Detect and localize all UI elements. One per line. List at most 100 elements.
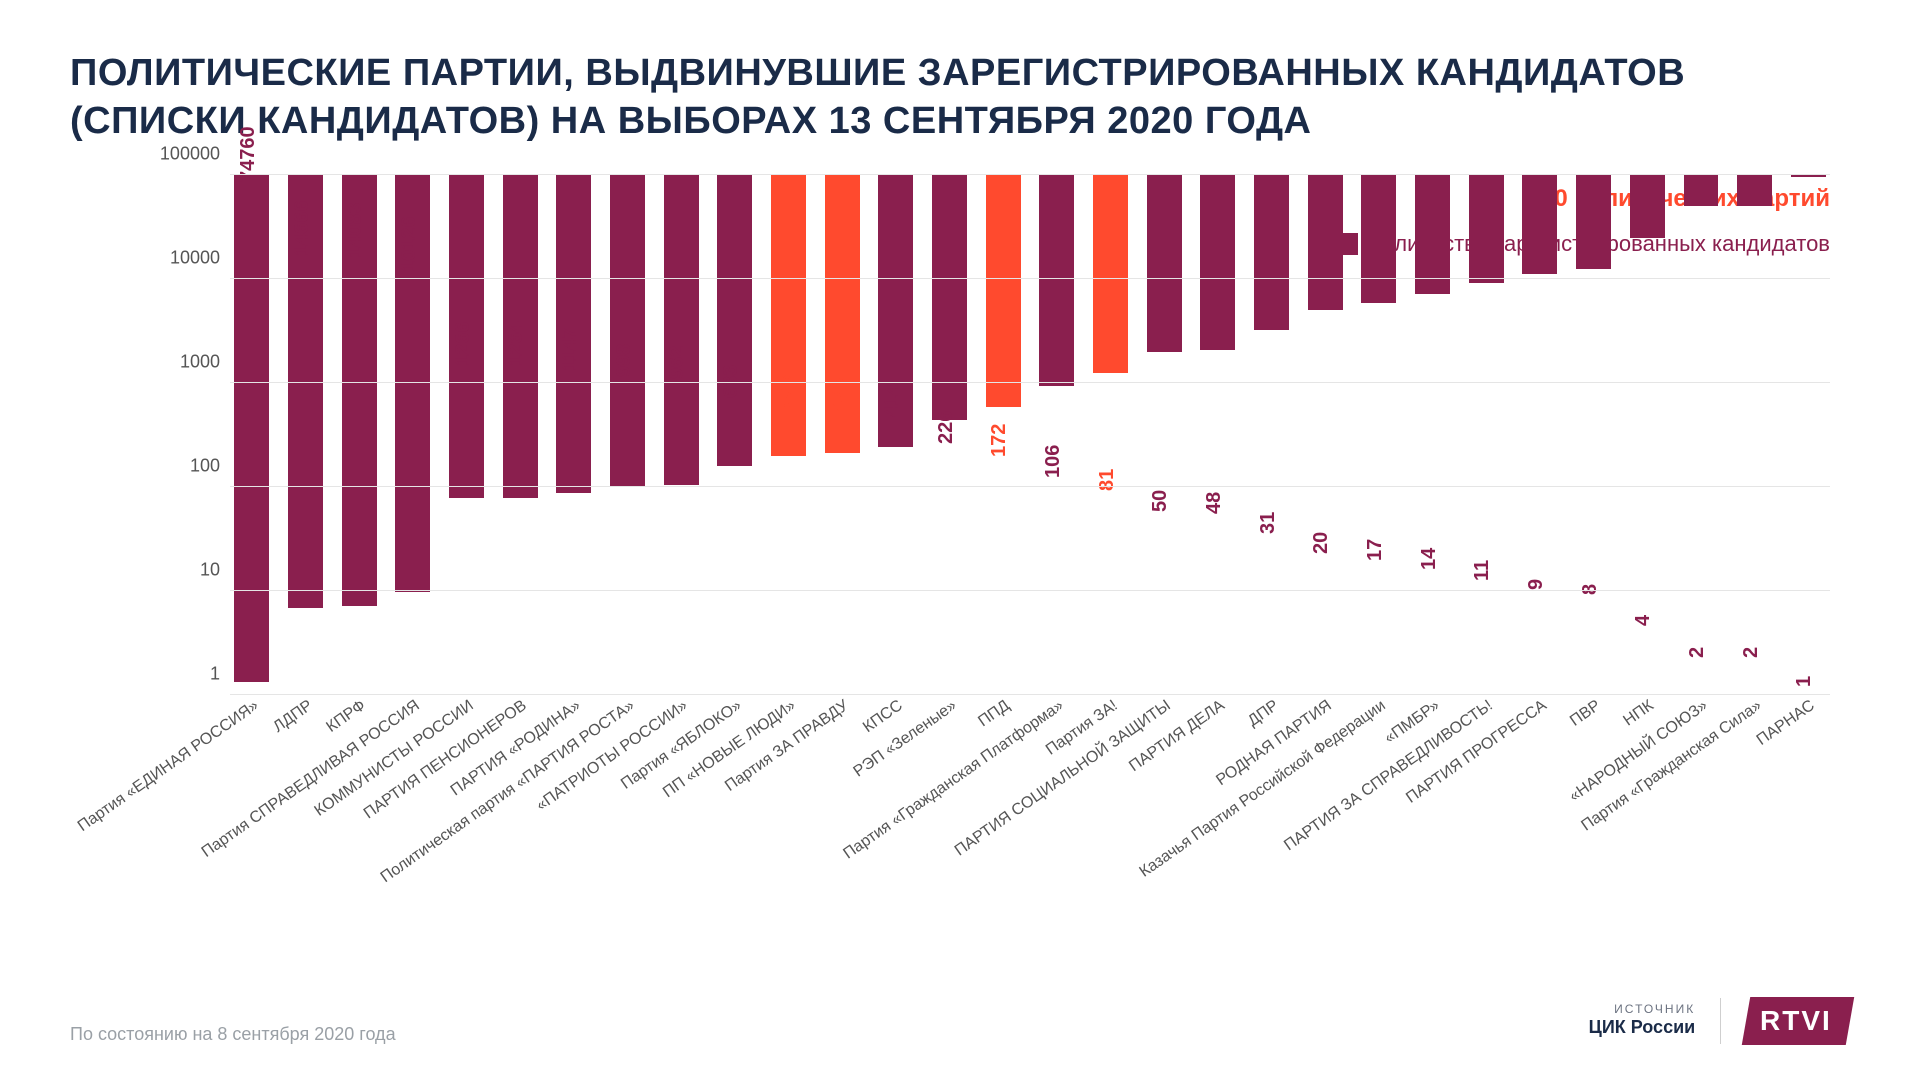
bar-value: 1264 — [505, 322, 528, 367]
bar-slot: 508ПП «НОВЫЕ ЛЮДИ» — [767, 175, 811, 695]
grid-line — [230, 694, 1830, 695]
bar-slot: 962«ПАТРИОТЫ РОССИИ» — [659, 175, 703, 695]
rtvi-logo: RTVI — [1742, 997, 1854, 1045]
bar — [1308, 175, 1343, 310]
bar-value: 508 — [774, 374, 797, 407]
bar-value: 414 — [881, 383, 904, 416]
bar-slot: 1266КОММУНИСТЫ РОССИИ — [445, 175, 489, 695]
bar-slot: 8ПВР — [1572, 175, 1616, 695]
bar-label: ПАРНАС — [1754, 697, 1819, 750]
bar-slot: 48ПАРТИЯ ДЕЛА — [1196, 175, 1240, 695]
bar — [717, 175, 752, 466]
bar-value: 17 — [1364, 539, 1387, 561]
bar-slot: 14083КПРФ — [337, 175, 381, 695]
page: ПОЛИТИЧЕСКИЕ ПАРТИИ, ВЫДВИНУВШИЕ ЗАРЕГИС… — [0, 0, 1920, 1080]
bar-slot: 14666ЛДПР — [284, 175, 328, 695]
bar-value: 226 — [935, 411, 958, 444]
bar-slot: 20РОДНАЯ ПАРТИЯ — [1303, 175, 1347, 695]
bar — [610, 175, 645, 487]
bar-slot: 2Партия «Гражданская Сила» — [1733, 175, 1777, 695]
bar-value: 1147 — [559, 327, 582, 370]
bar-value: 1 — [1793, 676, 1816, 687]
chart-area: 30 политических партий Количество зареги… — [70, 175, 1850, 935]
bar-label: ПВР — [1567, 697, 1604, 731]
bar-value: 962 — [666, 345, 689, 378]
bar-label: НПК — [1621, 697, 1658, 730]
bar — [932, 175, 967, 420]
grid-line — [230, 590, 1830, 591]
bar-label: ДПР — [1245, 697, 1282, 731]
bar-slot: 14«ПМБР» — [1411, 175, 1455, 695]
bar-slot: 633Партия «ЯБЛОКО» — [713, 175, 757, 695]
bar-value: 14083 — [344, 202, 367, 258]
bar-slot: 2«НАРОДНЫЙ СОЮЗ» — [1679, 175, 1723, 695]
bar — [1361, 175, 1396, 303]
y-tick-label: 100 — [140, 456, 220, 477]
grid-line — [230, 486, 1830, 487]
bar-slot: 226РЭП «Зеленые» — [928, 175, 972, 695]
bar-label: Партия «ЕДИНАЯ РОССИЯ» — [75, 697, 262, 836]
source-heading: ИСТОЧНИК — [1589, 1003, 1696, 1017]
bar — [825, 175, 860, 453]
y-tick-label: 10000 — [140, 248, 220, 269]
bar — [664, 175, 699, 485]
bar — [1200, 175, 1235, 350]
bar-value: 50 — [1149, 490, 1172, 512]
bar-slot: 1147ПАРТИЯ «РОДИНА» — [552, 175, 596, 695]
bar — [1791, 175, 1826, 177]
bar — [1576, 175, 1611, 269]
bar — [986, 175, 1021, 407]
source-block: ИСТОЧНИК ЦИК России RTVI — [1589, 997, 1850, 1045]
source-text: ИСТОЧНИК ЦИК России — [1589, 1003, 1696, 1038]
chart-title: ПОЛИТИЧЕСКИЕ ПАРТИИ, ВЫДВИНУВШИЕ ЗАРЕГИС… — [70, 50, 1850, 145]
bar — [1737, 175, 1772, 206]
y-tick-label: 1 — [140, 664, 220, 685]
footer: По состоянию на 8 сентября 2020 года ИСТ… — [70, 997, 1850, 1045]
bar — [234, 175, 269, 682]
bar-slot: 74760Партия «ЕДИНАЯ РОССИЯ» — [230, 175, 274, 695]
bar-slot: 11ПАРТИЯ ЗА СПРАВЕДЛИВОСТЬ! — [1464, 175, 1508, 695]
bar-slot: 50ПАРТИЯ СОЦИАЛЬНОЙ ЗАЩИТЫ — [1142, 175, 1186, 695]
bar-label: ПАРТИЯ ДЕЛА — [1126, 697, 1228, 776]
bar-value: 2 — [1686, 647, 1709, 658]
bar — [1415, 175, 1450, 294]
y-tick-label: 10 — [140, 560, 220, 581]
bar-slot: 4НПК — [1625, 175, 1669, 695]
bar-value: 10126 — [398, 217, 421, 273]
divider — [1720, 998, 1721, 1044]
bar-value: 20 — [1310, 531, 1333, 553]
bar-slot: 10126Партия СПРАВЕДЛИВАЯ РОССИЯ — [391, 175, 435, 695]
bar — [771, 175, 806, 456]
bars-container: 74760Партия «ЕДИНАЯ РОССИЯ»14666ЛДПР1408… — [230, 175, 1830, 695]
bar-slot: 1264ПАРТИЯ ПЕНСИОНЕРОВ — [498, 175, 542, 695]
logo-text: RTVI — [1760, 1005, 1832, 1037]
bar — [1093, 175, 1128, 373]
bar-value: 31 — [1257, 512, 1280, 534]
bar-value: 9 — [1525, 579, 1548, 590]
bar-value: 81 — [1096, 468, 1119, 490]
bar-slot: 172ППД — [981, 175, 1025, 695]
bar-value: 14666 — [291, 200, 314, 256]
source-name: ЦИК России — [1589, 1017, 1696, 1037]
bar — [1254, 175, 1289, 330]
bar-slot: 414КПСС — [874, 175, 918, 695]
bar-value: 998 — [613, 344, 636, 377]
bar-slot: 1ПАРНАС — [1786, 175, 1830, 695]
bar-label: ППД — [976, 697, 1014, 731]
bar-slot: 9ПАРТИЯ ПРОГРЕССА — [1518, 175, 1562, 695]
y-tick-label: 100000 — [140, 144, 220, 165]
bar — [1469, 175, 1504, 283]
bar — [1522, 175, 1557, 274]
bar-value: 14 — [1418, 548, 1441, 570]
bar-value: 1266 — [452, 322, 475, 367]
bar-value: 172 — [988, 423, 1011, 456]
bar-label: ЛДПР — [270, 697, 316, 737]
bar-value: 633 — [720, 364, 743, 397]
grid-line — [230, 174, 1830, 175]
title-line-1: ПОЛИТИЧЕСКИЕ ПАРТИИ, ВЫДВИНУВШИЕ ЗАРЕГИС… — [70, 52, 1685, 94]
bar-slot: 31ДПР — [1250, 175, 1294, 695]
bar — [1630, 175, 1665, 238]
bar-value: 2 — [1740, 647, 1763, 658]
bar-slot: 473Партия ЗА ПРАВДУ — [820, 175, 864, 695]
grid-line — [230, 382, 1830, 383]
